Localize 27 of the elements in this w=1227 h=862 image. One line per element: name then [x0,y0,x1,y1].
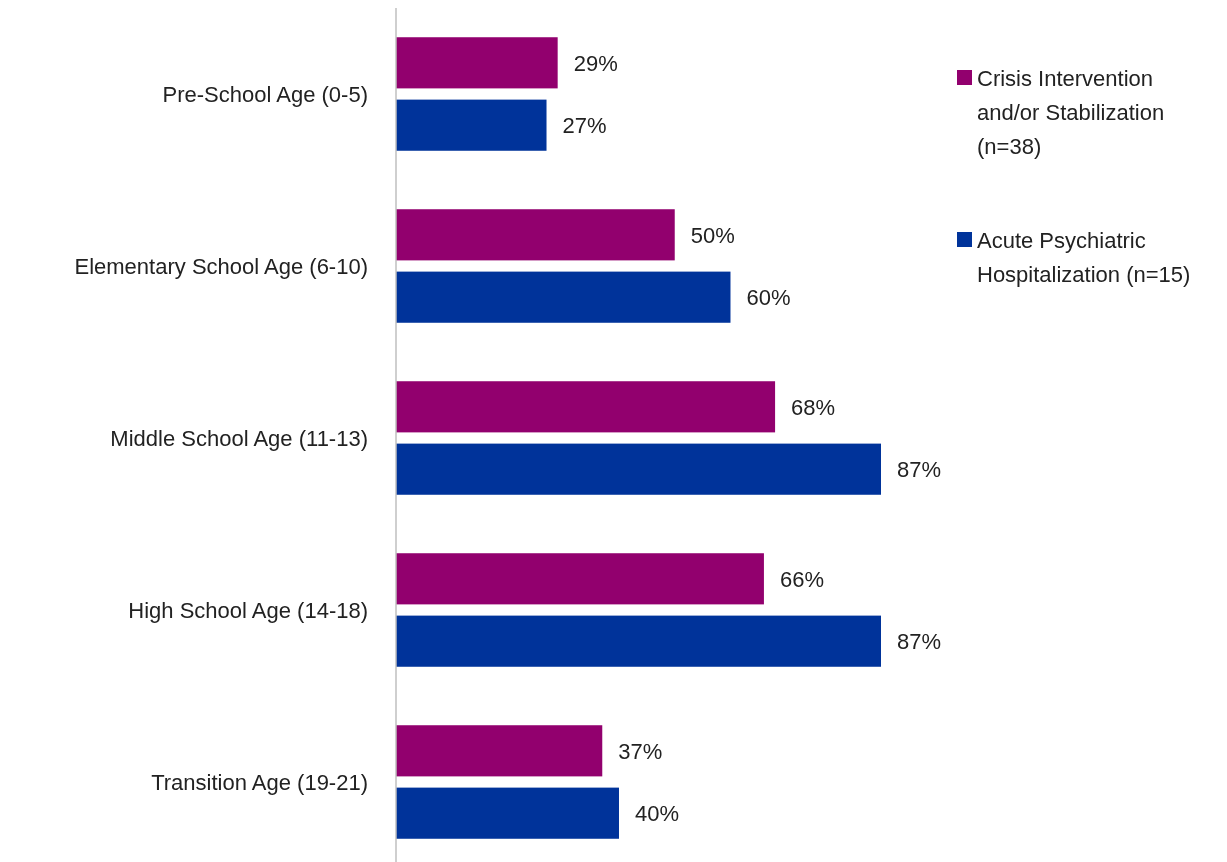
data-label: 66% [779,566,824,592]
data-label: 87% [897,628,942,654]
bar [396,37,558,89]
y-tick-label: High School Age (14-18) [128,597,368,623]
data-label: 87% [897,456,942,482]
y-tick-label: Elementary School Age (6-10) [74,253,368,279]
data-label: 40% [634,800,680,826]
y-tick-label: Pre-School Age (0-5) [162,81,368,107]
data-label: 68% [791,394,836,420]
bar [396,381,776,433]
data-label: 37% [618,738,663,764]
bar [396,271,731,323]
bar [396,209,675,261]
y-tick-label: Transition Age (19-21) [151,769,368,795]
bar [396,615,881,667]
legend-label: Acute Psychiatric Hospitalization (n=15) [977,227,1191,287]
data-label: 50% [690,222,735,248]
bar [396,99,547,151]
legend-label: Crisis Intervention and/or Stabilization (n=38) [977,65,1165,159]
bar [396,443,881,495]
bar [396,553,764,605]
data-label: 60% [746,284,791,310]
bar [396,725,603,777]
y-tick-label: Middle School Age (11-13) [110,425,368,451]
data-label: 27% [562,112,607,138]
bar [396,787,619,839]
data-label: 29% [573,50,618,76]
